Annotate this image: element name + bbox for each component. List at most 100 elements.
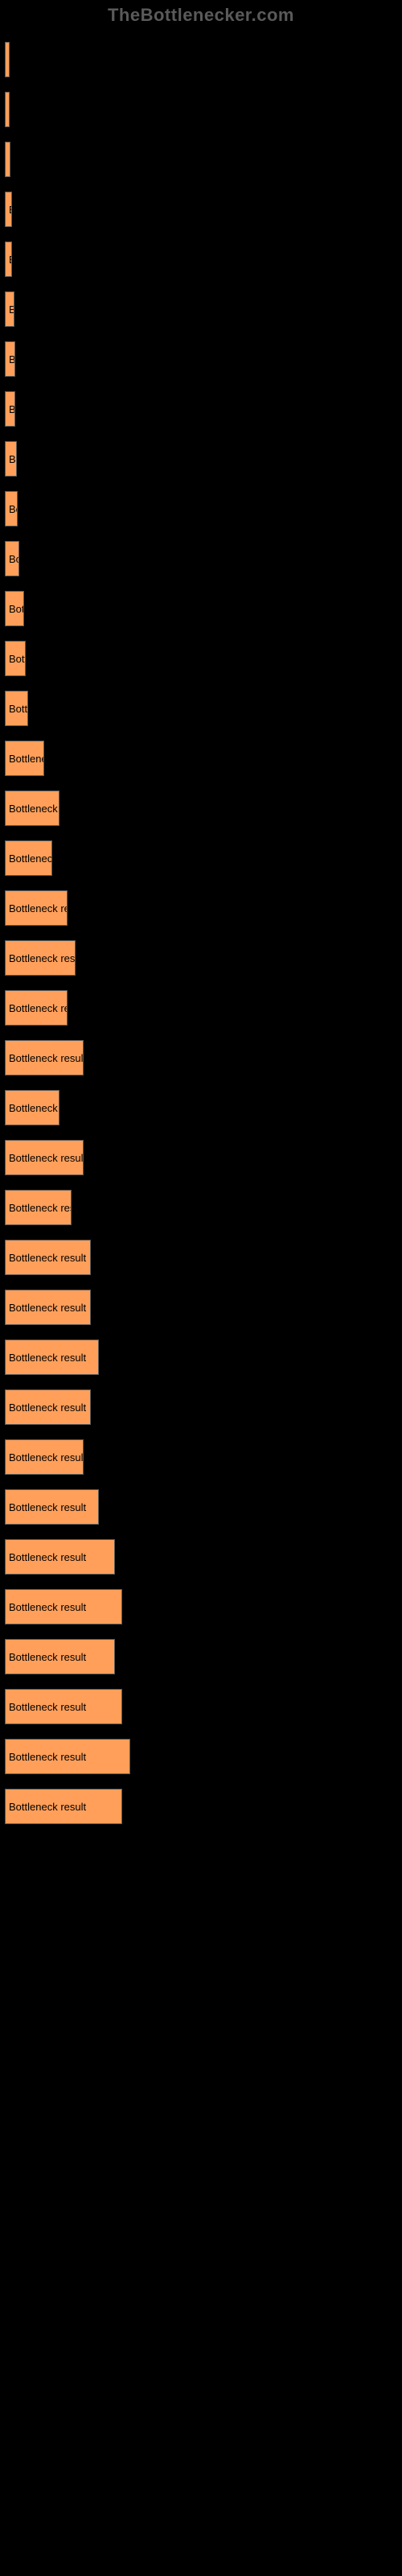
bar-fill: Bottleneck result: [5, 1539, 115, 1575]
bar-fill: Bottleneck result: [5, 1739, 130, 1774]
bar-fill: Bottleneck result: [5, 42, 10, 77]
bar-fill: Bottleneck result: [5, 92, 10, 127]
bar-track: Bottleneck result: [5, 192, 397, 227]
bar-row: Bottleneck result: [5, 791, 397, 826]
bar-row: Bottleneck result: [5, 1140, 397, 1175]
bar-track: Bottleneck result: [5, 840, 397, 876]
bar-fill: Bottleneck result: [5, 591, 24, 626]
bar-fill: Bottleneck result: [5, 641, 26, 676]
bar-track: Bottleneck result: [5, 1689, 397, 1724]
bar-track: Bottleneck result: [5, 1090, 397, 1125]
bar-track: Bottleneck result: [5, 341, 397, 377]
bar-fill: Bottleneck result: [5, 192, 12, 227]
bar-track: Bottleneck result: [5, 1439, 397, 1475]
bar-row: Bottleneck result: [5, 1439, 397, 1475]
bar-track: Bottleneck result: [5, 791, 397, 826]
bar-row: Bottleneck result: [5, 1589, 397, 1624]
bar-track: Bottleneck result: [5, 890, 397, 926]
bar-fill: Bottleneck result: [5, 1190, 72, 1225]
bar-track: Bottleneck result: [5, 541, 397, 576]
bar-row: Bottleneck result: [5, 242, 397, 277]
bar-row: Bottleneck result: [5, 591, 397, 626]
bar-row: Bottleneck result: [5, 1639, 397, 1674]
bar-fill: Bottleneck result: [5, 890, 68, 926]
bar-track: Bottleneck result: [5, 1489, 397, 1525]
bar-track: Bottleneck result: [5, 1290, 397, 1325]
bar-fill: Bottleneck result: [5, 291, 14, 327]
bar-fill: Bottleneck result: [5, 1789, 122, 1824]
bar-fill: Bottleneck result: [5, 1639, 115, 1674]
bar-row: Bottleneck result: [5, 491, 397, 526]
bar-row: Bottleneck result: [5, 1040, 397, 1075]
bar-row: Bottleneck result: [5, 291, 397, 327]
bar-fill: Bottleneck result: [5, 791, 59, 826]
bar-fill: Bottleneck result: [5, 142, 10, 177]
bar-fill: Bottleneck result: [5, 1439, 84, 1475]
bar-track: Bottleneck result: [5, 1539, 397, 1575]
bar-row: Bottleneck result: [5, 192, 397, 227]
bar-track: Bottleneck result: [5, 491, 397, 526]
bar-fill: Bottleneck result: [5, 940, 76, 976]
bar-fill: Bottleneck result: [5, 1090, 59, 1125]
bar-row: Bottleneck result: [5, 1090, 397, 1125]
bar-track: Bottleneck result: [5, 940, 397, 976]
bar-fill: Bottleneck result: [5, 691, 28, 726]
bar-fill: Bottleneck result: [5, 541, 19, 576]
bar-row: Bottleneck result: [5, 641, 397, 676]
bar-fill: Bottleneck result: [5, 990, 68, 1026]
bar-row: Bottleneck result: [5, 541, 397, 576]
bar-fill: Bottleneck result: [5, 741, 44, 776]
bar-track: Bottleneck result: [5, 142, 397, 177]
bar-row: Bottleneck result: [5, 890, 397, 926]
bar-track: Bottleneck result: [5, 1340, 397, 1375]
bar-fill: Bottleneck result: [5, 1340, 99, 1375]
bar-track: Bottleneck result: [5, 641, 397, 676]
bar-row: Bottleneck result: [5, 1689, 397, 1724]
bar-row: Bottleneck result: [5, 741, 397, 776]
bar-fill: Bottleneck result: [5, 1040, 84, 1075]
bar-track: Bottleneck result: [5, 242, 397, 277]
bar-track: Bottleneck result: [5, 1389, 397, 1425]
bar-track: Bottleneck result: [5, 1190, 397, 1225]
bar-track: Bottleneck result: [5, 1639, 397, 1674]
bar-fill: Bottleneck result: [5, 1140, 84, 1175]
watermark-text: TheBottlenecker.com: [5, 0, 397, 37]
bar-row: Bottleneck result: [5, 990, 397, 1026]
bar-row: Bottleneck result: [5, 940, 397, 976]
bar-track: Bottleneck result: [5, 391, 397, 427]
bar-row: Bottleneck result: [5, 1290, 397, 1325]
bar-fill: Bottleneck result: [5, 341, 15, 377]
bar-row: Bottleneck result: [5, 1539, 397, 1575]
bar-fill: Bottleneck result: [5, 1589, 122, 1624]
bar-row: Bottleneck result: [5, 1489, 397, 1525]
bar-fill: Bottleneck result: [5, 242, 12, 277]
bar-row: Bottleneck result: [5, 1789, 397, 1824]
bar-track: Bottleneck result: [5, 42, 397, 77]
bottleneck-bar-chart: Bottleneck result Bottleneck result Bottle…: [5, 42, 397, 1824]
bar-row: Bottleneck result: [5, 92, 397, 127]
bar-row: Bottleneck result: [5, 441, 397, 477]
bar-fill: Bottleneck result: [5, 1489, 99, 1525]
bar-track: Bottleneck result: [5, 1240, 397, 1275]
bar-row: Bottleneck result: [5, 1190, 397, 1225]
bar-track: Bottleneck result: [5, 591, 397, 626]
bar-fill: Bottleneck result: [5, 1389, 91, 1425]
bar-row: Bottleneck result: [5, 391, 397, 427]
bar-track: Bottleneck result: [5, 1789, 397, 1824]
bar-fill: Bottleneck result: [5, 391, 15, 427]
bar-track: Bottleneck result: [5, 291, 397, 327]
bar-row: Bottleneck result: [5, 1739, 397, 1774]
bar-track: Bottleneck result: [5, 1739, 397, 1774]
bar-fill: Bottleneck result: [5, 1290, 91, 1325]
bar-track: Bottleneck result: [5, 441, 397, 477]
bar-fill: Bottleneck result: [5, 441, 17, 477]
bar-row: Bottleneck result: [5, 1240, 397, 1275]
bar-row: Bottleneck result: [5, 42, 397, 77]
bar-track: Bottleneck result: [5, 741, 397, 776]
bar-track: Bottleneck result: [5, 92, 397, 127]
bar-row: Bottleneck result: [5, 1340, 397, 1375]
bar-track: Bottleneck result: [5, 1040, 397, 1075]
bar-track: Bottleneck result: [5, 1140, 397, 1175]
bar-track: Bottleneck result: [5, 990, 397, 1026]
bar-row: Bottleneck result: [5, 1389, 397, 1425]
